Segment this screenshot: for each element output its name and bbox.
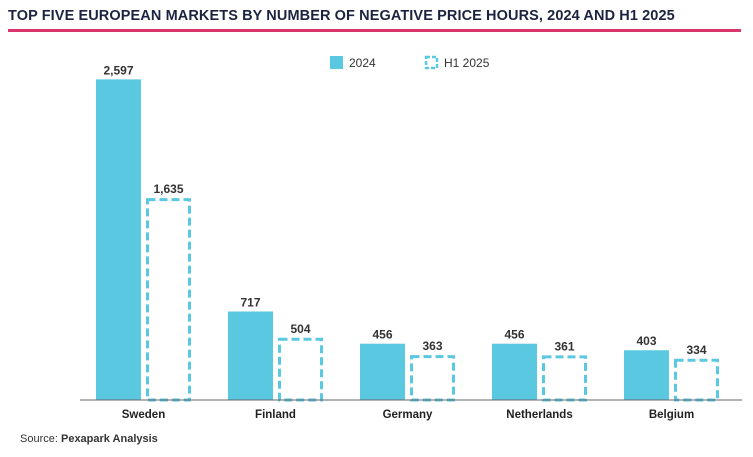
legend-label-2: H1 2025 xyxy=(444,56,490,70)
bar-sweden-1 xyxy=(96,79,141,400)
bar-belgium-2 xyxy=(674,358,719,402)
bar-germany-2 xyxy=(410,355,455,402)
source-note: Source: Pexapark Analysis xyxy=(20,433,158,445)
data-label-finland-2: 504 xyxy=(290,322,310,336)
data-label-germany-2: 363 xyxy=(422,339,442,353)
category-label-sweden: Sweden xyxy=(122,409,165,421)
bar-finland-2 xyxy=(278,337,323,402)
category-label-netherlands: Netherlands xyxy=(506,409,572,421)
data-label-sweden-2: 1,635 xyxy=(153,182,183,196)
title-underline xyxy=(8,29,741,32)
legend-swatch-2 xyxy=(424,55,439,70)
bar-finland-1 xyxy=(228,311,273,400)
bar-netherlands-2 xyxy=(542,355,587,402)
bar-netherlands-1 xyxy=(492,343,537,400)
source-name: Pexapark Analysis xyxy=(60,433,158,445)
data-label-belgium-1: 403 xyxy=(636,334,656,348)
category-label-belgium: Belgium xyxy=(649,409,694,421)
data-label-netherlands-2: 361 xyxy=(554,339,574,353)
category-label-finland: Finland xyxy=(255,409,296,421)
data-label-finland-1: 717 xyxy=(240,295,260,309)
data-label-netherlands-1: 456 xyxy=(504,328,524,342)
category-label-germany: Germany xyxy=(383,409,433,421)
bar-belgium-1 xyxy=(624,350,669,400)
bar-germany-1 xyxy=(360,343,405,400)
data-label-germany-1: 456 xyxy=(372,328,392,342)
data-label-belgium-2: 334 xyxy=(686,343,706,357)
data-label-sweden-1: 2,597 xyxy=(103,63,133,77)
legend-swatch-1 xyxy=(330,56,343,69)
source-prefix: Source: xyxy=(20,433,58,445)
legend-label-1: 2024 xyxy=(349,56,376,70)
bar-sweden-2 xyxy=(146,198,191,402)
chart-title: TOP FIVE EUROPEAN MARKETS BY NUMBER OF N… xyxy=(8,8,675,24)
